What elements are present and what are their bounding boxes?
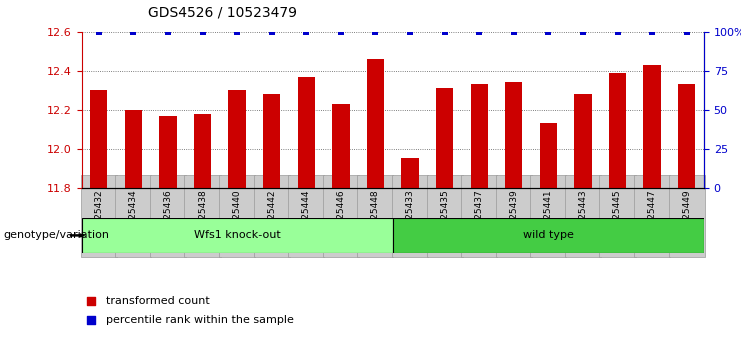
Point: [127, 29, 139, 35]
Point: [266, 29, 278, 35]
Bar: [159, 115, 176, 188]
Text: genotype/variation: genotype/variation: [4, 230, 110, 240]
Point: [439, 29, 451, 35]
Bar: [90, 90, 107, 188]
Bar: [436, 88, 453, 188]
Text: transformed count: transformed count: [107, 296, 210, 306]
Bar: [263, 94, 280, 188]
Bar: [505, 82, 522, 188]
Text: Wfs1 knock-out: Wfs1 knock-out: [193, 230, 281, 240]
Point: [473, 29, 485, 35]
Bar: [471, 84, 488, 188]
Point: [577, 29, 589, 35]
Bar: [393, 218, 704, 253]
Bar: [609, 73, 626, 188]
Bar: [298, 77, 315, 188]
Bar: [539, 123, 557, 188]
Text: wild type: wild type: [523, 230, 574, 240]
Point: [196, 29, 208, 35]
Point: [542, 29, 554, 35]
Point: [370, 29, 382, 35]
Text: GDS4526 / 10523479: GDS4526 / 10523479: [148, 5, 297, 19]
Point: [162, 29, 174, 35]
Point: [404, 29, 416, 35]
Point: [85, 298, 97, 304]
Bar: [124, 110, 142, 188]
Bar: [228, 90, 246, 188]
Bar: [643, 65, 661, 188]
Point: [611, 29, 623, 35]
Point: [681, 29, 693, 35]
Bar: [332, 104, 350, 188]
Point: [300, 29, 312, 35]
Point: [335, 29, 347, 35]
Text: percentile rank within the sample: percentile rank within the sample: [107, 315, 294, 325]
Bar: [194, 114, 211, 188]
Point: [93, 29, 104, 35]
Bar: [367, 59, 384, 188]
Bar: [402, 159, 419, 188]
Point: [646, 29, 658, 35]
Bar: [678, 84, 695, 188]
Bar: [82, 218, 393, 253]
Point: [231, 29, 243, 35]
Bar: [574, 94, 591, 188]
Point: [508, 29, 519, 35]
Point: [85, 317, 97, 323]
